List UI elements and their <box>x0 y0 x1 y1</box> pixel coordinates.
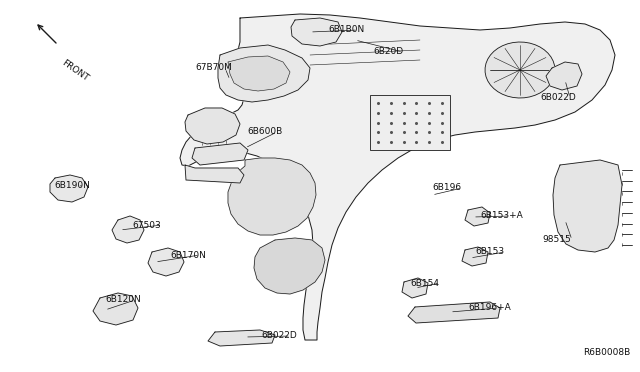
Text: 6B170N: 6B170N <box>170 250 206 260</box>
Text: 6B196+A: 6B196+A <box>468 304 511 312</box>
Text: FRONT: FRONT <box>60 58 90 83</box>
Polygon shape <box>93 293 138 325</box>
Polygon shape <box>112 216 144 243</box>
Text: 98515: 98515 <box>542 235 571 244</box>
Polygon shape <box>465 207 490 226</box>
Polygon shape <box>218 45 310 102</box>
Polygon shape <box>185 165 244 183</box>
Text: 6B1B0N: 6B1B0N <box>328 26 364 35</box>
Polygon shape <box>254 238 325 294</box>
Text: 6B120N: 6B120N <box>105 295 141 305</box>
Polygon shape <box>462 247 488 266</box>
Polygon shape <box>148 248 184 276</box>
Text: 6B153+A: 6B153+A <box>480 212 523 221</box>
Text: 6B022D: 6B022D <box>540 93 576 103</box>
Polygon shape <box>228 158 316 235</box>
Polygon shape <box>208 330 275 346</box>
Text: 6B154: 6B154 <box>410 279 439 288</box>
Text: 6B153: 6B153 <box>475 247 504 257</box>
Polygon shape <box>180 14 615 340</box>
Polygon shape <box>291 18 342 46</box>
Text: 6B022D: 6B022D <box>261 331 297 340</box>
Text: 67B70M: 67B70M <box>195 64 232 73</box>
Text: 6B20D: 6B20D <box>373 48 403 57</box>
Polygon shape <box>553 160 622 252</box>
Bar <box>370 95 450 150</box>
Polygon shape <box>185 108 240 144</box>
Polygon shape <box>192 143 248 165</box>
Polygon shape <box>408 302 500 323</box>
Text: 67503: 67503 <box>132 221 161 230</box>
Polygon shape <box>228 56 290 91</box>
Text: 6B600B: 6B600B <box>247 128 282 137</box>
Text: 6B196: 6B196 <box>432 183 461 192</box>
Text: R6B0008B: R6B0008B <box>583 348 630 357</box>
Polygon shape <box>50 175 88 202</box>
Polygon shape <box>402 278 428 298</box>
Polygon shape <box>485 42 555 98</box>
Text: 6B190N: 6B190N <box>54 180 90 189</box>
Polygon shape <box>546 62 582 90</box>
